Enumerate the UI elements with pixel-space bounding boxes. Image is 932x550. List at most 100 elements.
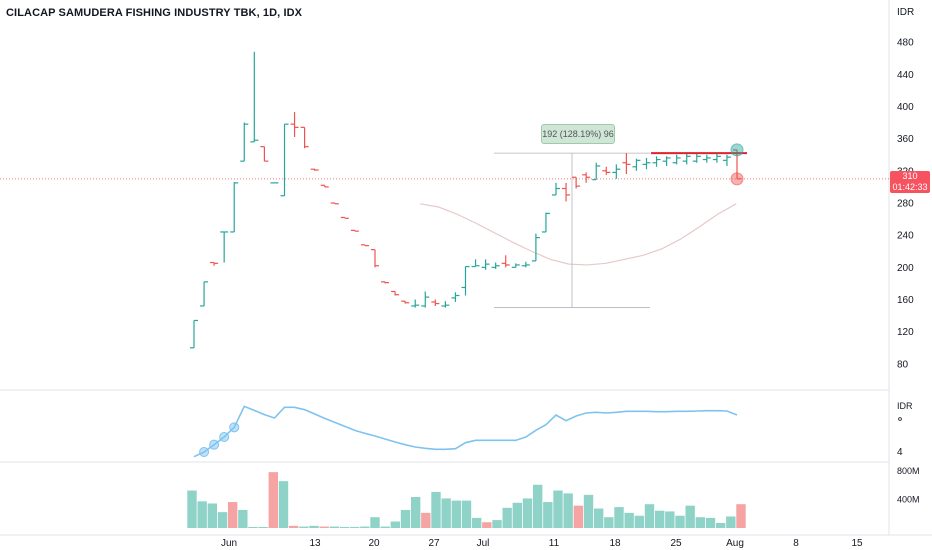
volume-bar <box>665 511 675 528</box>
ohlc-bar <box>733 149 741 180</box>
volume-bar <box>431 491 441 528</box>
indicator-point <box>199 447 210 457</box>
ohlc-bar <box>582 172 591 183</box>
y-tick-label: 80 <box>897 359 909 370</box>
signal-markers <box>730 143 744 186</box>
volume-bar <box>471 517 482 528</box>
price-axis: 80120160200240280320360400440480IDRIDR44… <box>897 7 920 505</box>
volume-bar <box>278 481 289 528</box>
x-tick-label: 11 <box>549 538 560 549</box>
volume-bar <box>634 515 645 528</box>
ohlc-bar <box>340 216 349 219</box>
volume-bar <box>299 526 309 528</box>
ohlc-bar <box>712 153 721 163</box>
ohlc-bar <box>290 112 299 138</box>
ohlc-bar <box>350 229 359 232</box>
x-tick-label: 27 <box>428 538 440 549</box>
ohlc-bar <box>371 249 379 268</box>
volume-tick-label: 400M <box>897 495 920 505</box>
volume-bar <box>573 505 584 528</box>
indicator-point <box>219 432 230 442</box>
ohlc-bar <box>280 123 289 197</box>
ohlc-bar <box>421 291 430 308</box>
indicator-axis-marker <box>898 417 902 421</box>
volume-bar <box>512 502 523 528</box>
volume-bar <box>217 512 228 528</box>
volume-bar <box>624 512 634 528</box>
x-tick-label: Jun <box>221 538 237 549</box>
volume-bar <box>685 505 695 528</box>
volume-bar <box>339 526 350 528</box>
x-tick-label: Jul <box>477 538 490 549</box>
ohlc-bar <box>320 184 329 188</box>
volume-bar <box>390 521 401 528</box>
volume-tick-label: 800M <box>897 466 920 476</box>
ohlc-bar <box>692 153 701 163</box>
ohlc-bar <box>702 154 711 163</box>
ohlc-bar <box>461 265 470 296</box>
last-price-value: 310 <box>902 171 918 181</box>
volume-bar <box>583 494 594 528</box>
y-tick-label: 280 <box>897 198 914 209</box>
signal-marker <box>730 172 744 186</box>
ohlc-bar <box>622 153 631 175</box>
measure-label[interactable]: 192 (128.19%) 96 <box>541 124 615 144</box>
ohlc-bar <box>200 281 209 307</box>
ohlc-bar <box>441 301 450 308</box>
x-tick-label: 18 <box>609 538 621 549</box>
ohlc-bar <box>602 166 611 175</box>
ohlc-bar <box>531 233 540 262</box>
volume-bar <box>410 497 421 528</box>
volume-bar <box>553 490 563 528</box>
volume-bar <box>258 527 268 528</box>
volume-bar <box>543 502 553 528</box>
ohlc-bar <box>220 231 229 263</box>
volume-pane <box>187 472 746 528</box>
ohlc-bars <box>190 51 741 349</box>
ohlc-bar <box>612 164 621 179</box>
indicator-point <box>209 439 220 450</box>
y-tick-label: 360 <box>897 134 914 145</box>
bar-countdown: 01:42:33 <box>892 182 928 192</box>
x-tick-label: 8 <box>793 538 799 549</box>
volume-bar <box>197 501 207 528</box>
volume-bar <box>502 507 512 528</box>
indicator-axis-unit: IDR <box>897 401 913 411</box>
volume-bar <box>705 517 716 528</box>
ohlc-bar <box>240 122 249 162</box>
ohlc-bar <box>330 202 339 205</box>
volume-bar <box>441 498 451 528</box>
volume-bar <box>380 526 390 528</box>
ohlc-bar <box>431 299 440 306</box>
volume-bar <box>736 504 746 528</box>
ohlc-bar <box>481 259 490 270</box>
ohlc-bar <box>360 244 369 247</box>
ohlc-bar <box>501 255 510 268</box>
volume-bar <box>187 490 197 528</box>
indicator-tick-label: 4 <box>897 447 903 458</box>
ohlc-bar <box>451 292 460 302</box>
ohlc-bar <box>572 176 581 189</box>
ohlc-bar <box>491 262 500 269</box>
x-tick-label: 13 <box>309 538 321 549</box>
price-range-measure <box>494 152 650 308</box>
ohlc-bar <box>511 263 520 268</box>
volume-bar <box>482 522 492 528</box>
ohlc-bar <box>230 182 239 233</box>
moving-average-line <box>419 203 737 266</box>
volume-bar <box>715 522 726 528</box>
ma-curve <box>419 203 737 266</box>
ohlc-bar <box>642 157 651 170</box>
volume-bar <box>248 527 258 528</box>
indicator-pane <box>193 405 738 458</box>
volume-bar <box>593 508 604 528</box>
volume-bar <box>675 515 685 528</box>
indicator-point <box>229 422 240 433</box>
ohlc-bar <box>260 146 269 162</box>
chart-title: CILACAP SAMUDERA FISHING INDUSTRY TBK, 1… <box>6 7 303 19</box>
ohlc-bar <box>672 154 681 165</box>
volume-bar <box>644 504 655 528</box>
volume-bar <box>461 500 472 528</box>
volume-bar <box>319 526 329 528</box>
